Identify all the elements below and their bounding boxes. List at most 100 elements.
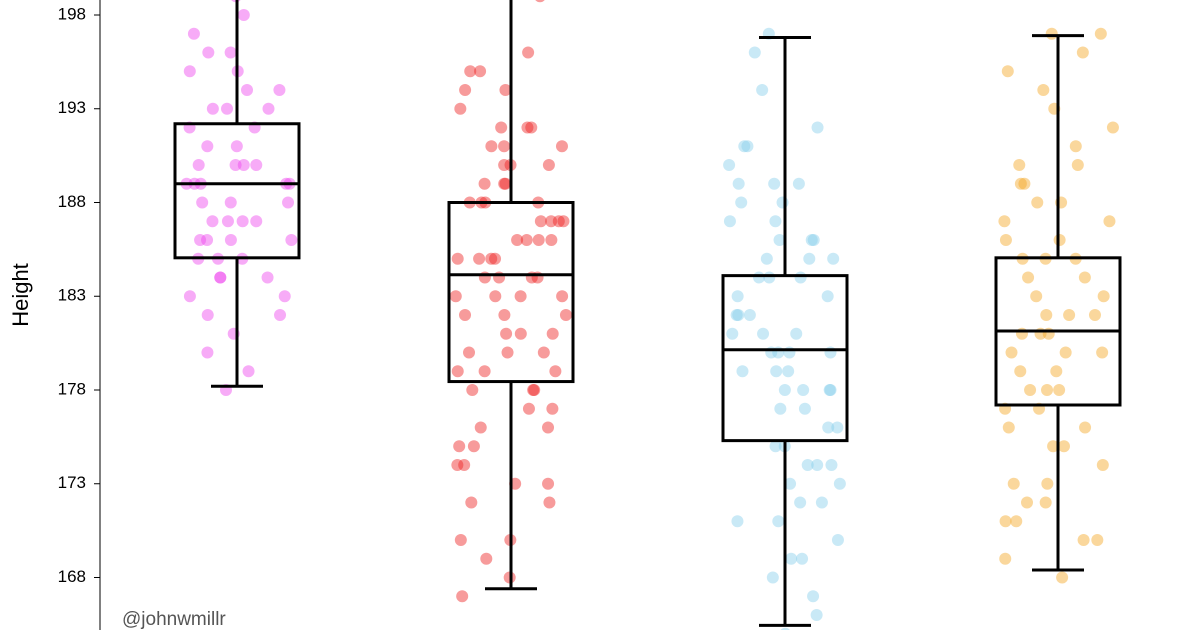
data-point	[285, 234, 298, 246]
data-point	[1053, 234, 1066, 246]
data-point	[453, 440, 466, 453]
data-point	[485, 252, 498, 265]
data-point	[224, 46, 237, 59]
data-point	[1039, 496, 1052, 509]
data-point	[801, 459, 814, 471]
data-point	[1096, 346, 1109, 359]
y-tick-label: 193	[58, 98, 86, 117]
data-point	[542, 421, 555, 434]
data-point	[769, 215, 782, 228]
y-tick-label: 183	[58, 286, 86, 305]
data-point	[454, 534, 467, 546]
data-point	[542, 477, 555, 490]
data-point	[805, 234, 818, 246]
data-point	[723, 215, 736, 228]
data-point	[221, 215, 234, 228]
data-point	[822, 421, 835, 434]
data-point	[1047, 440, 1060, 453]
data-point	[480, 552, 493, 565]
data-point	[732, 177, 745, 190]
data-point	[796, 552, 809, 565]
data-point	[731, 290, 744, 303]
data-point	[451, 252, 464, 265]
data-point	[769, 440, 782, 453]
data-point	[774, 402, 787, 415]
data-point	[196, 196, 209, 209]
data-point	[535, 0, 545, 3]
y-tick-label: 173	[58, 473, 86, 492]
data-point	[1096, 459, 1109, 471]
data-point	[1001, 65, 1014, 78]
data-point	[821, 290, 834, 303]
data-point	[732, 309, 745, 321]
box	[721, 274, 849, 443]
data-point	[810, 609, 823, 621]
data-point	[1013, 159, 1026, 171]
data-point	[1050, 365, 1063, 378]
data-point	[485, 140, 498, 153]
data-point	[792, 177, 805, 190]
data-point	[825, 459, 838, 471]
data-point	[807, 234, 820, 246]
data-point	[467, 440, 480, 453]
data-point	[545, 215, 558, 228]
data-point	[473, 252, 486, 265]
data-point	[241, 84, 254, 96]
data-point	[451, 459, 464, 471]
y-tick-label: 198	[58, 4, 86, 23]
data-point	[498, 177, 511, 190]
data-point	[183, 290, 196, 303]
data-point	[499, 177, 512, 190]
data-point	[1071, 159, 1084, 171]
data-point	[534, 215, 547, 228]
data-point	[262, 102, 275, 115]
y-axis-label: Height	[8, 263, 33, 327]
data-point	[459, 309, 472, 321]
data-point	[1005, 346, 1018, 359]
data-point	[214, 271, 227, 284]
data-point	[831, 534, 844, 546]
data-point	[1002, 421, 1015, 434]
data-point	[183, 65, 196, 78]
data-point	[221, 102, 234, 115]
data-point	[214, 271, 227, 284]
data-point	[522, 46, 535, 59]
data-point	[236, 215, 249, 228]
data-point	[549, 365, 562, 378]
y-tick-label: 178	[58, 379, 86, 398]
data-point	[521, 121, 534, 134]
data-point	[501, 346, 514, 359]
data-point	[726, 327, 739, 340]
data-point	[1041, 477, 1054, 490]
data-point	[278, 290, 291, 303]
box	[173, 122, 301, 260]
data-point	[499, 84, 512, 96]
data-point	[1106, 121, 1119, 134]
data-point	[999, 515, 1012, 528]
data-point	[542, 159, 555, 171]
data-point	[1022, 271, 1035, 284]
data-point	[449, 290, 462, 303]
data-point	[766, 571, 779, 584]
data-point	[273, 84, 286, 96]
data-point	[202, 46, 215, 59]
data-point	[815, 496, 828, 509]
data-point	[250, 159, 263, 171]
data-point	[756, 84, 769, 96]
data-point	[546, 402, 559, 415]
data-point	[1057, 440, 1070, 453]
data-point	[224, 196, 237, 209]
data-point	[827, 252, 840, 265]
data-point	[823, 384, 836, 396]
data-point	[736, 365, 749, 378]
data-point	[237, 159, 250, 171]
data-point	[546, 327, 559, 340]
data-point	[465, 496, 478, 509]
data-point	[454, 102, 467, 115]
data-point	[474, 421, 487, 434]
data-point	[1094, 27, 1107, 40]
data-point	[242, 365, 255, 378]
data-point	[201, 346, 214, 359]
data-point	[229, 159, 242, 171]
